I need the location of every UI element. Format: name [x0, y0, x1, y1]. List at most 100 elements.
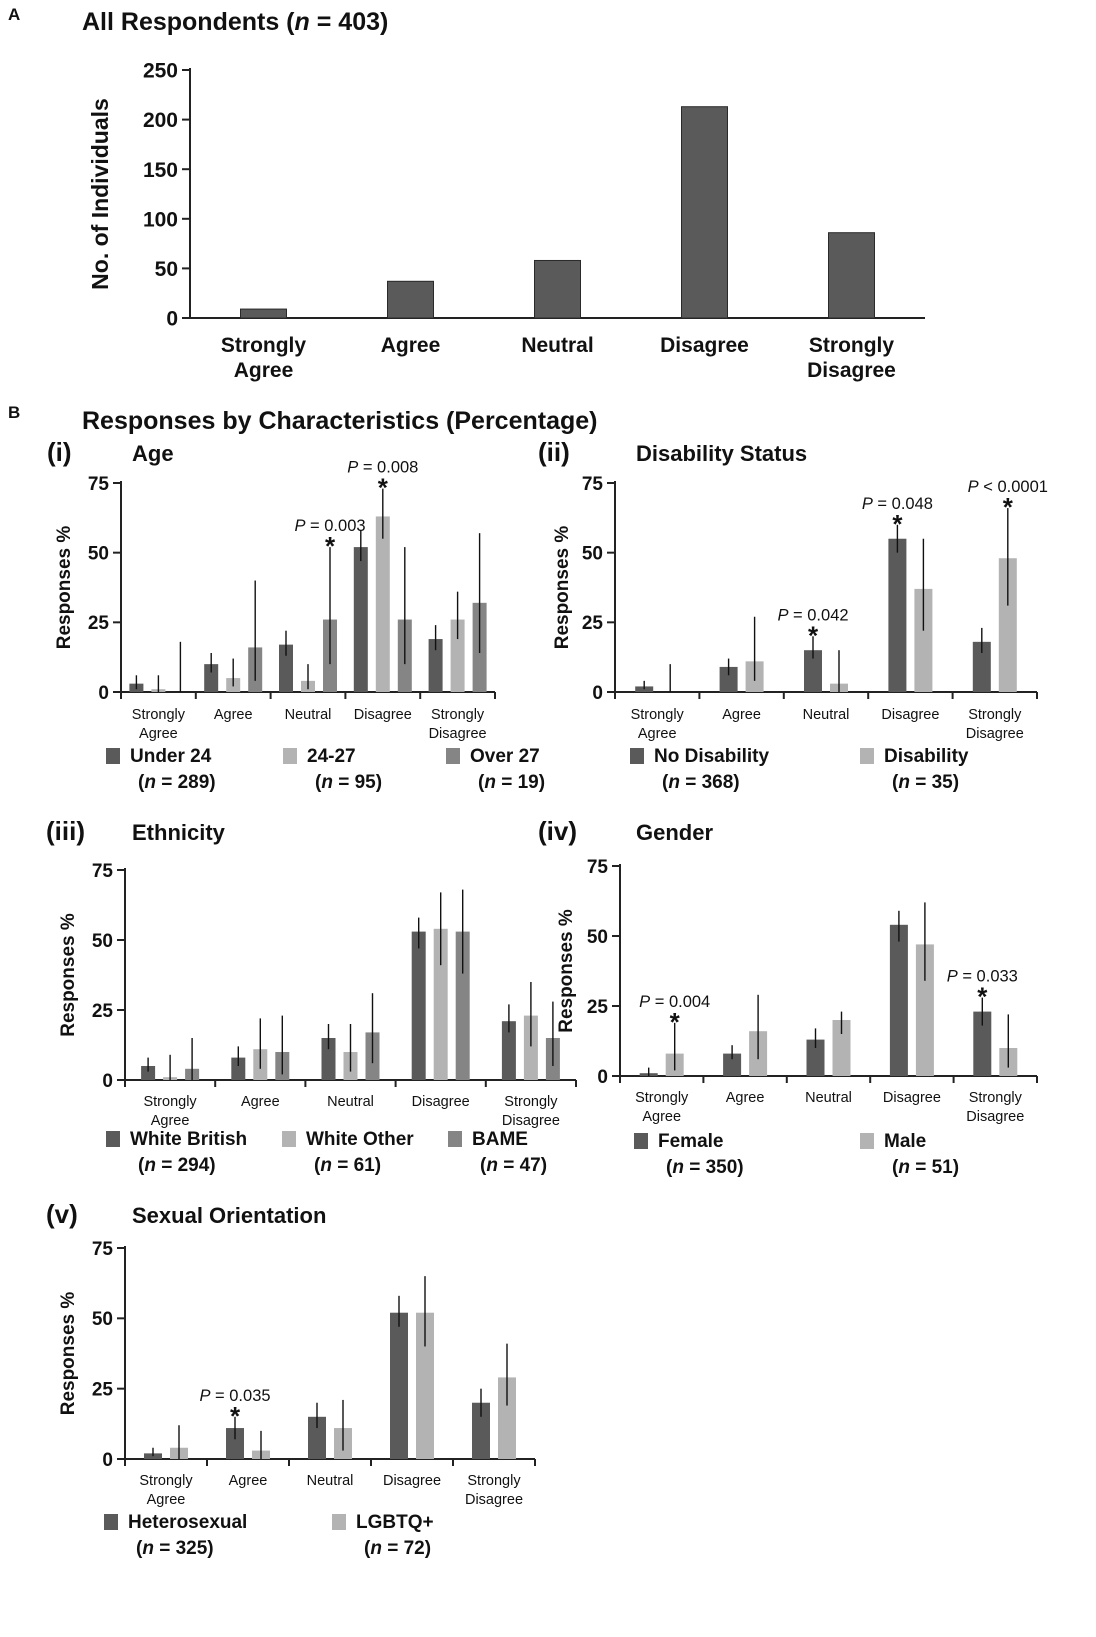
y-tick-label-iv: 50	[587, 927, 608, 948]
p-value-ii: P < 0.0001	[968, 478, 1048, 496]
category-label-iv: Neutral	[805, 1090, 852, 1106]
legend-name-v: LGBTQ+	[356, 1512, 434, 1533]
p-value-symbol: P	[639, 993, 650, 1011]
panel-label-iii: (iii)	[46, 816, 85, 846]
bar-v-lgbtq-	[498, 1377, 516, 1459]
chart-A: No. of Individuals 0 50 100 150 200 250 Strongl…	[87, 60, 925, 382]
bar-iv-female	[889, 924, 908, 1076]
legend-n-value: = 47)	[498, 1155, 547, 1176]
bar-ii-no-disability	[972, 641, 991, 692]
panel-a-letter: A	[8, 5, 20, 24]
legend-n-iii: (n = 61)	[314, 1155, 381, 1176]
category-label-iii: Neutral	[327, 1094, 374, 1110]
y-tick-label-A: 100	[143, 208, 178, 231]
legend-swatch-iv	[634, 1133, 648, 1149]
y-tick-label-v: 0	[102, 1450, 113, 1471]
p-value-text: < 0.0001	[979, 478, 1048, 496]
legend-n-ii: (n = 368)	[662, 772, 740, 793]
panel-title-i: Age	[132, 441, 174, 466]
category-label-ii: Agree	[638, 726, 677, 742]
legend-n-ii: (n = 35)	[892, 772, 959, 793]
bar-i-under-24	[428, 639, 443, 692]
significance-star-iv: *	[670, 1007, 681, 1037]
bar-iii-white-other	[523, 1015, 538, 1080]
legend-n-symbol: n	[320, 1155, 332, 1176]
legend-name-i: 24-27	[307, 746, 356, 767]
panel-title-v: Sexual Orientation	[132, 1203, 326, 1228]
significance-star-ii: *	[892, 509, 903, 539]
y-tick-label-A: 0	[166, 308, 178, 331]
y-axis-title-v: Responses %	[58, 1292, 79, 1416]
category-label-i: Strongly	[132, 707, 186, 723]
bar-v-lgbtq-	[416, 1312, 434, 1459]
y-axis-title-i: Responses %	[54, 526, 75, 650]
p-value-symbol: P	[294, 517, 305, 535]
legend-n-symbol: n	[898, 772, 910, 793]
legend-n-symbol: n	[484, 772, 496, 793]
y-tick-label-iv: 25	[587, 997, 609, 1018]
legend-swatch-i	[106, 748, 120, 764]
category-label-iii: Disagree	[502, 1113, 560, 1129]
bar-iv-male	[832, 1020, 851, 1076]
legend-n-symbol: n	[370, 1538, 382, 1559]
legend-name-iv: Male	[884, 1131, 926, 1152]
legend-n-open: (	[138, 1155, 145, 1176]
category-label-iv: Disagree	[883, 1090, 941, 1106]
legend-name-iii: White Other	[306, 1129, 414, 1150]
legend-n-open: (	[666, 1157, 673, 1178]
y-tick-label-iii: 50	[92, 931, 113, 952]
legend-n-v: (n = 325)	[136, 1538, 214, 1559]
significance-star-ii: *	[1003, 492, 1014, 522]
panel-label-ii: (ii)	[538, 437, 570, 467]
p-value-ii: P = 0.048	[862, 495, 933, 513]
category-label-iv: Disagree	[966, 1109, 1024, 1125]
category-label-i: Disagree	[429, 726, 487, 742]
category-label-ii: Disagree	[881, 707, 939, 723]
chart-i: (i) Age Responses % 0 25 50 75 Strongly Agree Agr…	[47, 437, 545, 793]
category-label-i: Neutral	[285, 707, 332, 723]
y-tick-label-i: 50	[88, 544, 109, 565]
p-value-text: = 0.003	[305, 517, 365, 535]
p-value-text: = 0.035	[210, 1387, 270, 1405]
y-axis-title-ii: Responses %	[552, 526, 573, 650]
category-label-i: Disagree	[354, 707, 412, 723]
category-label-v: Disagree	[465, 1492, 523, 1508]
bar-ii-no-disability	[804, 650, 822, 692]
legend-n-open: (	[480, 1155, 487, 1176]
y-tick-label-ii: 50	[582, 544, 603, 565]
panel-title-iii: Ethnicity	[132, 820, 226, 845]
p-value-symbol: P	[862, 495, 873, 513]
y-tick-label-ii: 0	[592, 683, 603, 704]
legend-n-symbol: n	[144, 1155, 156, 1176]
bar-ii-no-disability	[635, 686, 654, 692]
legend-swatch-iii	[106, 1131, 120, 1147]
p-value-text: = 0.008	[358, 459, 418, 477]
category-label-A: Strongly	[221, 334, 306, 357]
legend-swatch-iii	[448, 1131, 462, 1147]
y-tick-label-v: 75	[92, 1239, 114, 1260]
legend-n-value: = 294)	[156, 1155, 216, 1176]
category-label-iv: Strongly	[635, 1090, 689, 1106]
bar-ii-no-disability	[719, 666, 738, 692]
p-value-i: P = 0.003	[294, 517, 365, 535]
legend-n-symbol: n	[672, 1157, 684, 1178]
category-label-ii: Neutral	[803, 707, 850, 723]
category-label-iv: Agree	[726, 1090, 765, 1106]
bar-iii-white-other	[433, 928, 448, 1080]
legend-n-iii: (n = 294)	[138, 1155, 216, 1176]
p-value-symbol: P	[199, 1387, 210, 1405]
bar-iii-white-british	[411, 931, 426, 1080]
legend-n-value: = 61)	[332, 1155, 381, 1176]
bar-iii-white-british	[231, 1057, 246, 1080]
bar-i-under-24	[353, 547, 368, 692]
p-value-symbol: P	[347, 459, 358, 477]
panel-b-letter: B	[8, 403, 20, 422]
bar-i-24-27	[450, 619, 465, 692]
legend-swatch-iv	[860, 1133, 874, 1149]
bar-iv-female	[723, 1053, 742, 1076]
panel-b-title: Responses by Characteristics (Percentage…	[82, 407, 598, 435]
legend-name-v: Heterosexual	[128, 1512, 247, 1533]
y-tick-label-ii: 75	[582, 474, 604, 495]
category-label-i: Agree	[214, 707, 253, 723]
category-label-A: Disagree	[660, 334, 749, 357]
